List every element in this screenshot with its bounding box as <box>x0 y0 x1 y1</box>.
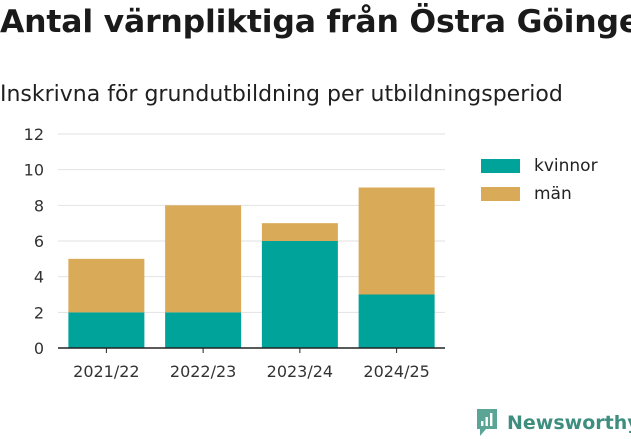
legend-item-man: män <box>481 180 598 208</box>
legend-swatch-kvinnor <box>481 159 520 173</box>
x-tick-label: 2021/22 <box>73 362 139 381</box>
bar-kvinnor <box>261 241 338 348</box>
bar-man <box>68 258 145 313</box>
legend-label-man: män <box>534 184 572 204</box>
y-tick-label: 6 <box>34 232 44 251</box>
y-tick-label: 10 <box>24 161 44 180</box>
y-tick-label: 12 <box>24 125 44 144</box>
bars <box>68 187 435 348</box>
bar-man <box>165 205 242 313</box>
legend-label-kvinnor: kvinnor <box>534 156 598 176</box>
legend: kvinnor män <box>481 152 598 208</box>
x-tick-label: 2023/24 <box>267 362 333 381</box>
bar-man <box>358 187 435 295</box>
y-tick-label: 0 <box>34 339 44 358</box>
bar-kvinnor <box>68 312 145 348</box>
bar-man <box>261 223 338 241</box>
legend-swatch-man <box>481 187 520 201</box>
newsworthy-logo-icon <box>477 409 497 436</box>
chart-subtitle: Inskrivna för grundutbildning per utbild… <box>0 82 563 107</box>
y-tick-label: 2 <box>34 303 44 322</box>
x-tick-label: 2024/25 <box>363 362 429 381</box>
bar-kvinnor <box>165 312 242 348</box>
x-tick-label: 2022/23 <box>170 362 236 381</box>
legend-item-kvinnor: kvinnor <box>481 152 598 180</box>
brand-name: Newsworthy <box>507 412 631 434</box>
y-axis-ticks: 0 2 4 6 8 10 12 <box>24 125 44 358</box>
y-tick-label: 4 <box>34 268 44 287</box>
chart-title: Antal värnpliktiga från Östra Göinge <box>0 4 631 40</box>
y-tick-label: 8 <box>34 196 44 215</box>
newsworthy-logo: Newsworthy <box>475 408 631 438</box>
x-axis-ticks: 2021/22 2022/23 2023/24 2024/25 <box>73 348 430 381</box>
bar-kvinnor <box>358 294 435 348</box>
